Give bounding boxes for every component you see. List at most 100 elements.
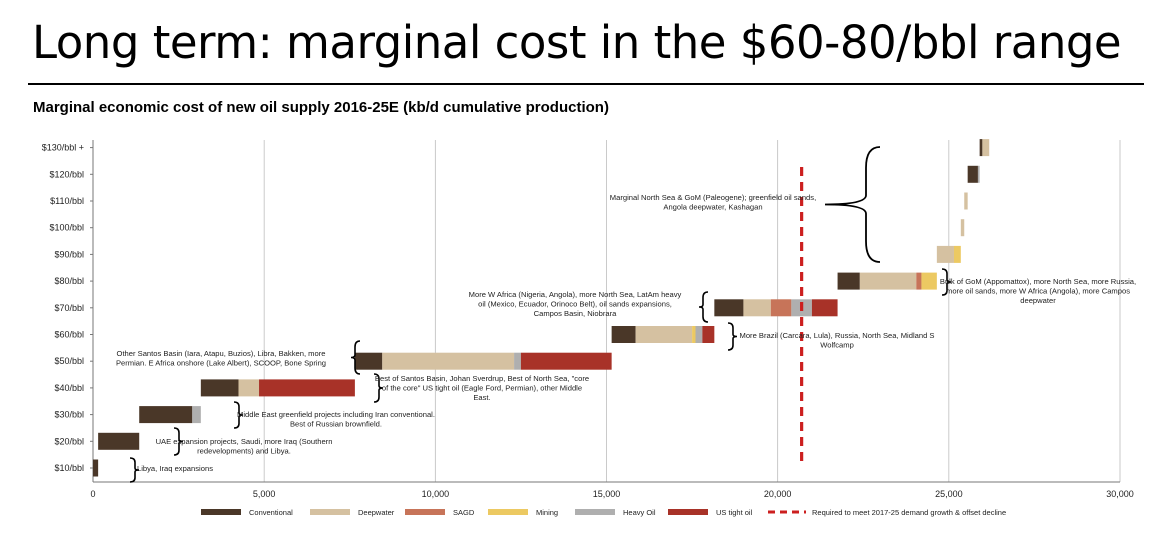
annotation-brace — [233, 401, 244, 429]
annotation-line: of the core" US tight oil (Eagle Ford, P… — [382, 384, 582, 393]
bar-segment — [977, 165, 980, 183]
slide-title: Long term: marginal cost in the $60-80/b… — [32, 16, 1122, 69]
annotation-a70: More W Africa (Nigeria, Angola), more No… — [469, 290, 709, 323]
legend-item: Mining — [488, 508, 558, 517]
chart-axes: 0 5,000 10,000 15,000 20,000 25,000 30,000 $10/… — [42, 140, 1134, 499]
annotation-line: Angola deepwater, Kashagan — [663, 203, 762, 212]
annotation-a10: Libya, Iraq expansions — [129, 457, 213, 483]
legend-label: Conventional — [249, 508, 293, 517]
legend-item: SAGD — [405, 508, 475, 517]
x-tick-label: 25,000 — [935, 489, 963, 499]
bar-segment — [98, 432, 140, 450]
annotation-line: UAE expansion projects, Saudi, more Iraq… — [156, 437, 333, 446]
annotation-line: oil (Mexico, Ecuador, Orinoco Belt), oil… — [478, 300, 672, 309]
bar-segment — [192, 406, 201, 424]
annotation-line: Middle East greenfield projects includin… — [237, 410, 435, 419]
y-tick-label: $120/bbl — [49, 169, 84, 179]
bar-segment — [967, 165, 978, 183]
legend-label: Mining — [536, 508, 558, 517]
chart-annotations: Libya, Iraq expansions UAE expansion proj… — [116, 146, 1136, 483]
bar-segment — [520, 352, 612, 370]
x-tick-label: 20,000 — [764, 489, 792, 499]
bar-segment — [93, 459, 99, 477]
annotation-line: Best of Santos Basin, Johan Sverdrup, Be… — [375, 374, 589, 383]
legend-item: Deepwater — [310, 508, 395, 517]
x-tick-label: 0 — [90, 489, 95, 499]
y-tick-label: $10/bbl — [54, 463, 84, 473]
x-tick-label: 15,000 — [593, 489, 621, 499]
bar-segment — [635, 326, 693, 343]
bar-segment — [921, 272, 937, 290]
annotation-line: Libya, Iraq expansions — [137, 464, 213, 473]
bar-segment — [382, 352, 515, 370]
bar-segment — [238, 379, 260, 397]
bar-segment — [692, 326, 696, 343]
legend-label: Required to meet 2017-25 demand growth &… — [812, 508, 1006, 517]
annotation-line: Best of Russian brownfield. — [290, 420, 382, 429]
annotation-brace — [129, 457, 140, 483]
bar-segment — [964, 192, 968, 210]
title-divider — [28, 83, 1144, 85]
bar-segment — [259, 379, 355, 397]
bar-segment — [695, 326, 703, 343]
annotation-brace — [173, 427, 184, 456]
annotation-line: More W Africa (Nigeria, Angola), more No… — [469, 290, 682, 299]
annotation-text: Bulk of GoM (Appomattox), more North Sea… — [940, 277, 1136, 305]
x-tick-label: 10,000 — [422, 489, 450, 499]
bar-segment — [936, 245, 954, 263]
bar-segment — [743, 299, 771, 317]
annotation-brace — [941, 268, 952, 296]
bar-segment — [916, 272, 922, 290]
bar-segment — [979, 139, 983, 157]
annotation-text: Libya, Iraq expansions — [137, 464, 213, 473]
annotation-brace — [373, 373, 384, 403]
annotation-brace — [698, 291, 709, 323]
bar-segment — [859, 272, 917, 290]
legend-swatch — [575, 509, 615, 515]
y-tick-label: $100/bbl — [49, 223, 84, 233]
chart-bars — [93, 139, 990, 477]
x-tick-label: 30,000 — [1106, 489, 1134, 499]
y-tick-label: $80/bbl — [54, 276, 84, 286]
annotation-line: Marginal North Sea & GoM (Paleogene); gr… — [610, 193, 816, 202]
y-tick-label: $30/bbl — [54, 410, 84, 420]
annotation-a50: Other Santos Basin (Iara, Atapu, Buzios)… — [116, 340, 361, 375]
annotation-a20: UAE expansion projects, Saudi, more Iraq… — [156, 427, 333, 456]
annotation-brace — [727, 322, 738, 351]
legend-swatch — [310, 509, 350, 515]
annotation-line: East. — [473, 393, 490, 402]
bar-segment — [354, 352, 383, 370]
annotation-a30: Middle East greenfield projects includin… — [233, 401, 435, 429]
annotation-text: More W Africa (Nigeria, Angola), more No… — [469, 290, 682, 318]
y-tick-label: $40/bbl — [54, 383, 84, 393]
legend-swatch — [405, 509, 445, 515]
annotation-line: Bulk of GoM (Appomattox), more North Sea… — [940, 277, 1136, 286]
bar-segment — [837, 272, 860, 290]
annotation-text: Other Santos Basin (Iara, Atapu, Buzios)… — [116, 349, 326, 368]
annotation-text: More Brazil (Carcara, Lula), Russia, Nor… — [740, 331, 935, 350]
bar-segment — [200, 379, 239, 397]
y-tick-label: $130/bbl + — [42, 143, 84, 153]
bar-segment — [960, 219, 965, 237]
chart-subtitle: Marginal economic cost of new oil supply… — [33, 99, 609, 116]
bar-segment — [514, 352, 521, 370]
legend-item: Conventional — [201, 508, 293, 517]
bar-segment — [811, 299, 838, 317]
legend-item: Required to meet 2017-25 demand growth &… — [768, 508, 1006, 517]
annotation-a90plus: Marginal North Sea & GoM (Paleogene); gr… — [610, 146, 881, 263]
y-tick-label: $60/bbl — [54, 330, 84, 340]
chart-gridlines — [263, 140, 1121, 482]
annotation-brace — [824, 146, 881, 263]
legend-swatch — [201, 509, 241, 515]
y-tick-label: $70/bbl — [54, 303, 84, 313]
annotation-text: Middle East greenfield projects includin… — [237, 410, 435, 429]
bar-segment — [714, 299, 744, 317]
bar-segment — [770, 299, 792, 317]
legend-item: US tight oil — [668, 508, 753, 517]
legend-label: US tight oil — [716, 508, 753, 517]
bar-segment — [139, 406, 193, 424]
annotation-text: Marginal North Sea & GoM (Paleogene); gr… — [610, 193, 816, 212]
annotation-line: deepwater — [1020, 296, 1056, 305]
chart-legend: Conventional Deepwater SAGD Mining Heavy Oil… — [201, 508, 1006, 517]
